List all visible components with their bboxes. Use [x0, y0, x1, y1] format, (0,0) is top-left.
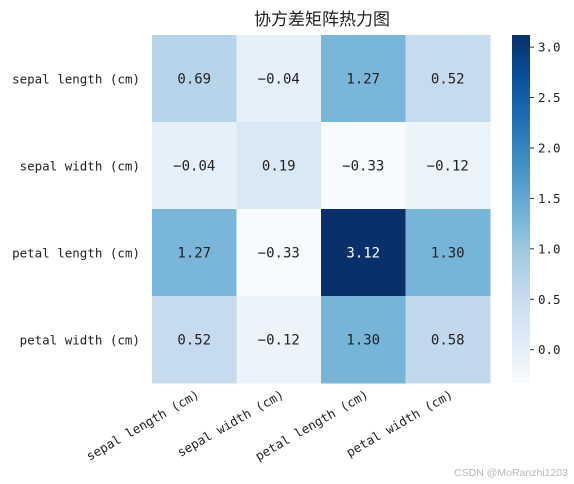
heatmap-cell: [405, 122, 491, 210]
cell-value-label: 1.27: [346, 72, 380, 88]
cell-value-label: 1.30: [346, 333, 380, 349]
colorbar-tick-label: 0.0: [538, 342, 561, 357]
heatmap-cell: [152, 35, 237, 123]
cell-value-label: 0.52: [431, 72, 465, 88]
cell-value-label: −0.33: [342, 159, 384, 175]
heatmap-cell: [321, 122, 406, 210]
cell-value-label: 1.27: [177, 246, 211, 262]
cell-value-label: −0.04: [258, 72, 300, 88]
cell-value-label: −0.12: [427, 159, 469, 175]
colorbar: [512, 35, 530, 383]
heatmap-cell: [152, 296, 237, 384]
heatmap-cell: [152, 122, 237, 210]
cell-value-label: 3.12: [346, 246, 380, 262]
heatmap-cell: [405, 35, 491, 123]
colorbar-tick-label: 1.0: [538, 241, 561, 256]
cell-value-label: 0.19: [262, 159, 296, 175]
colorbar-tick-label: 3.0: [538, 40, 561, 55]
heatmap-cell: [321, 35, 406, 123]
colorbar-ticks: 0.0 0.5 1.0 1.5 2.0 2.5 3.0: [530, 40, 561, 357]
heatmap-cell: [321, 209, 406, 297]
heatmap-cell: [152, 209, 237, 297]
heatmap-cell: [236, 35, 322, 123]
y-tick-label: petal width (cm): [20, 333, 140, 348]
colorbar-tick-label: 2.0: [538, 140, 561, 155]
cell-value-label: 0.58: [431, 333, 465, 349]
watermark: CSDN @MoRanzhi1203: [454, 467, 568, 479]
heatmap-cell: [321, 296, 406, 384]
y-tick-label: sepal width (cm): [20, 159, 140, 174]
chart-title: 协方差矩阵热力图: [254, 10, 390, 30]
y-tick-label: sepal length (cm): [12, 72, 140, 87]
colorbar-tick-label: 0.5: [538, 292, 561, 307]
x-tick-labels: sepal length (cm)sepal width (cm)petal l…: [83, 387, 455, 464]
cell-value-label: 0.52: [177, 333, 211, 349]
cell-value-label: −0.33: [258, 246, 300, 262]
heatmap-cell: [236, 209, 322, 297]
y-tick-label: petal length (cm): [12, 246, 140, 261]
heatmap-cell: [236, 296, 322, 384]
colorbar-tick-label: 1.5: [538, 191, 561, 206]
heatmap-cell: [405, 296, 491, 384]
heatmap-cell: [405, 209, 491, 297]
colorbar-tick-label: 2.5: [538, 90, 561, 105]
y-tick-labels: sepal length (cm) sepal width (cm) petal l…: [12, 72, 140, 348]
heatmap-cells: 0.69 −0.04 1.27 0.52 −0.04 0.19 −0.33 −0.12 1.27…: [152, 35, 491, 384]
cell-value-label: −0.12: [258, 333, 300, 349]
cell-value-label: 1.30: [431, 246, 465, 262]
heatmap-cell: [236, 122, 322, 210]
cell-value-label: 0.69: [177, 72, 211, 88]
cell-value-label: −0.04: [173, 159, 215, 175]
